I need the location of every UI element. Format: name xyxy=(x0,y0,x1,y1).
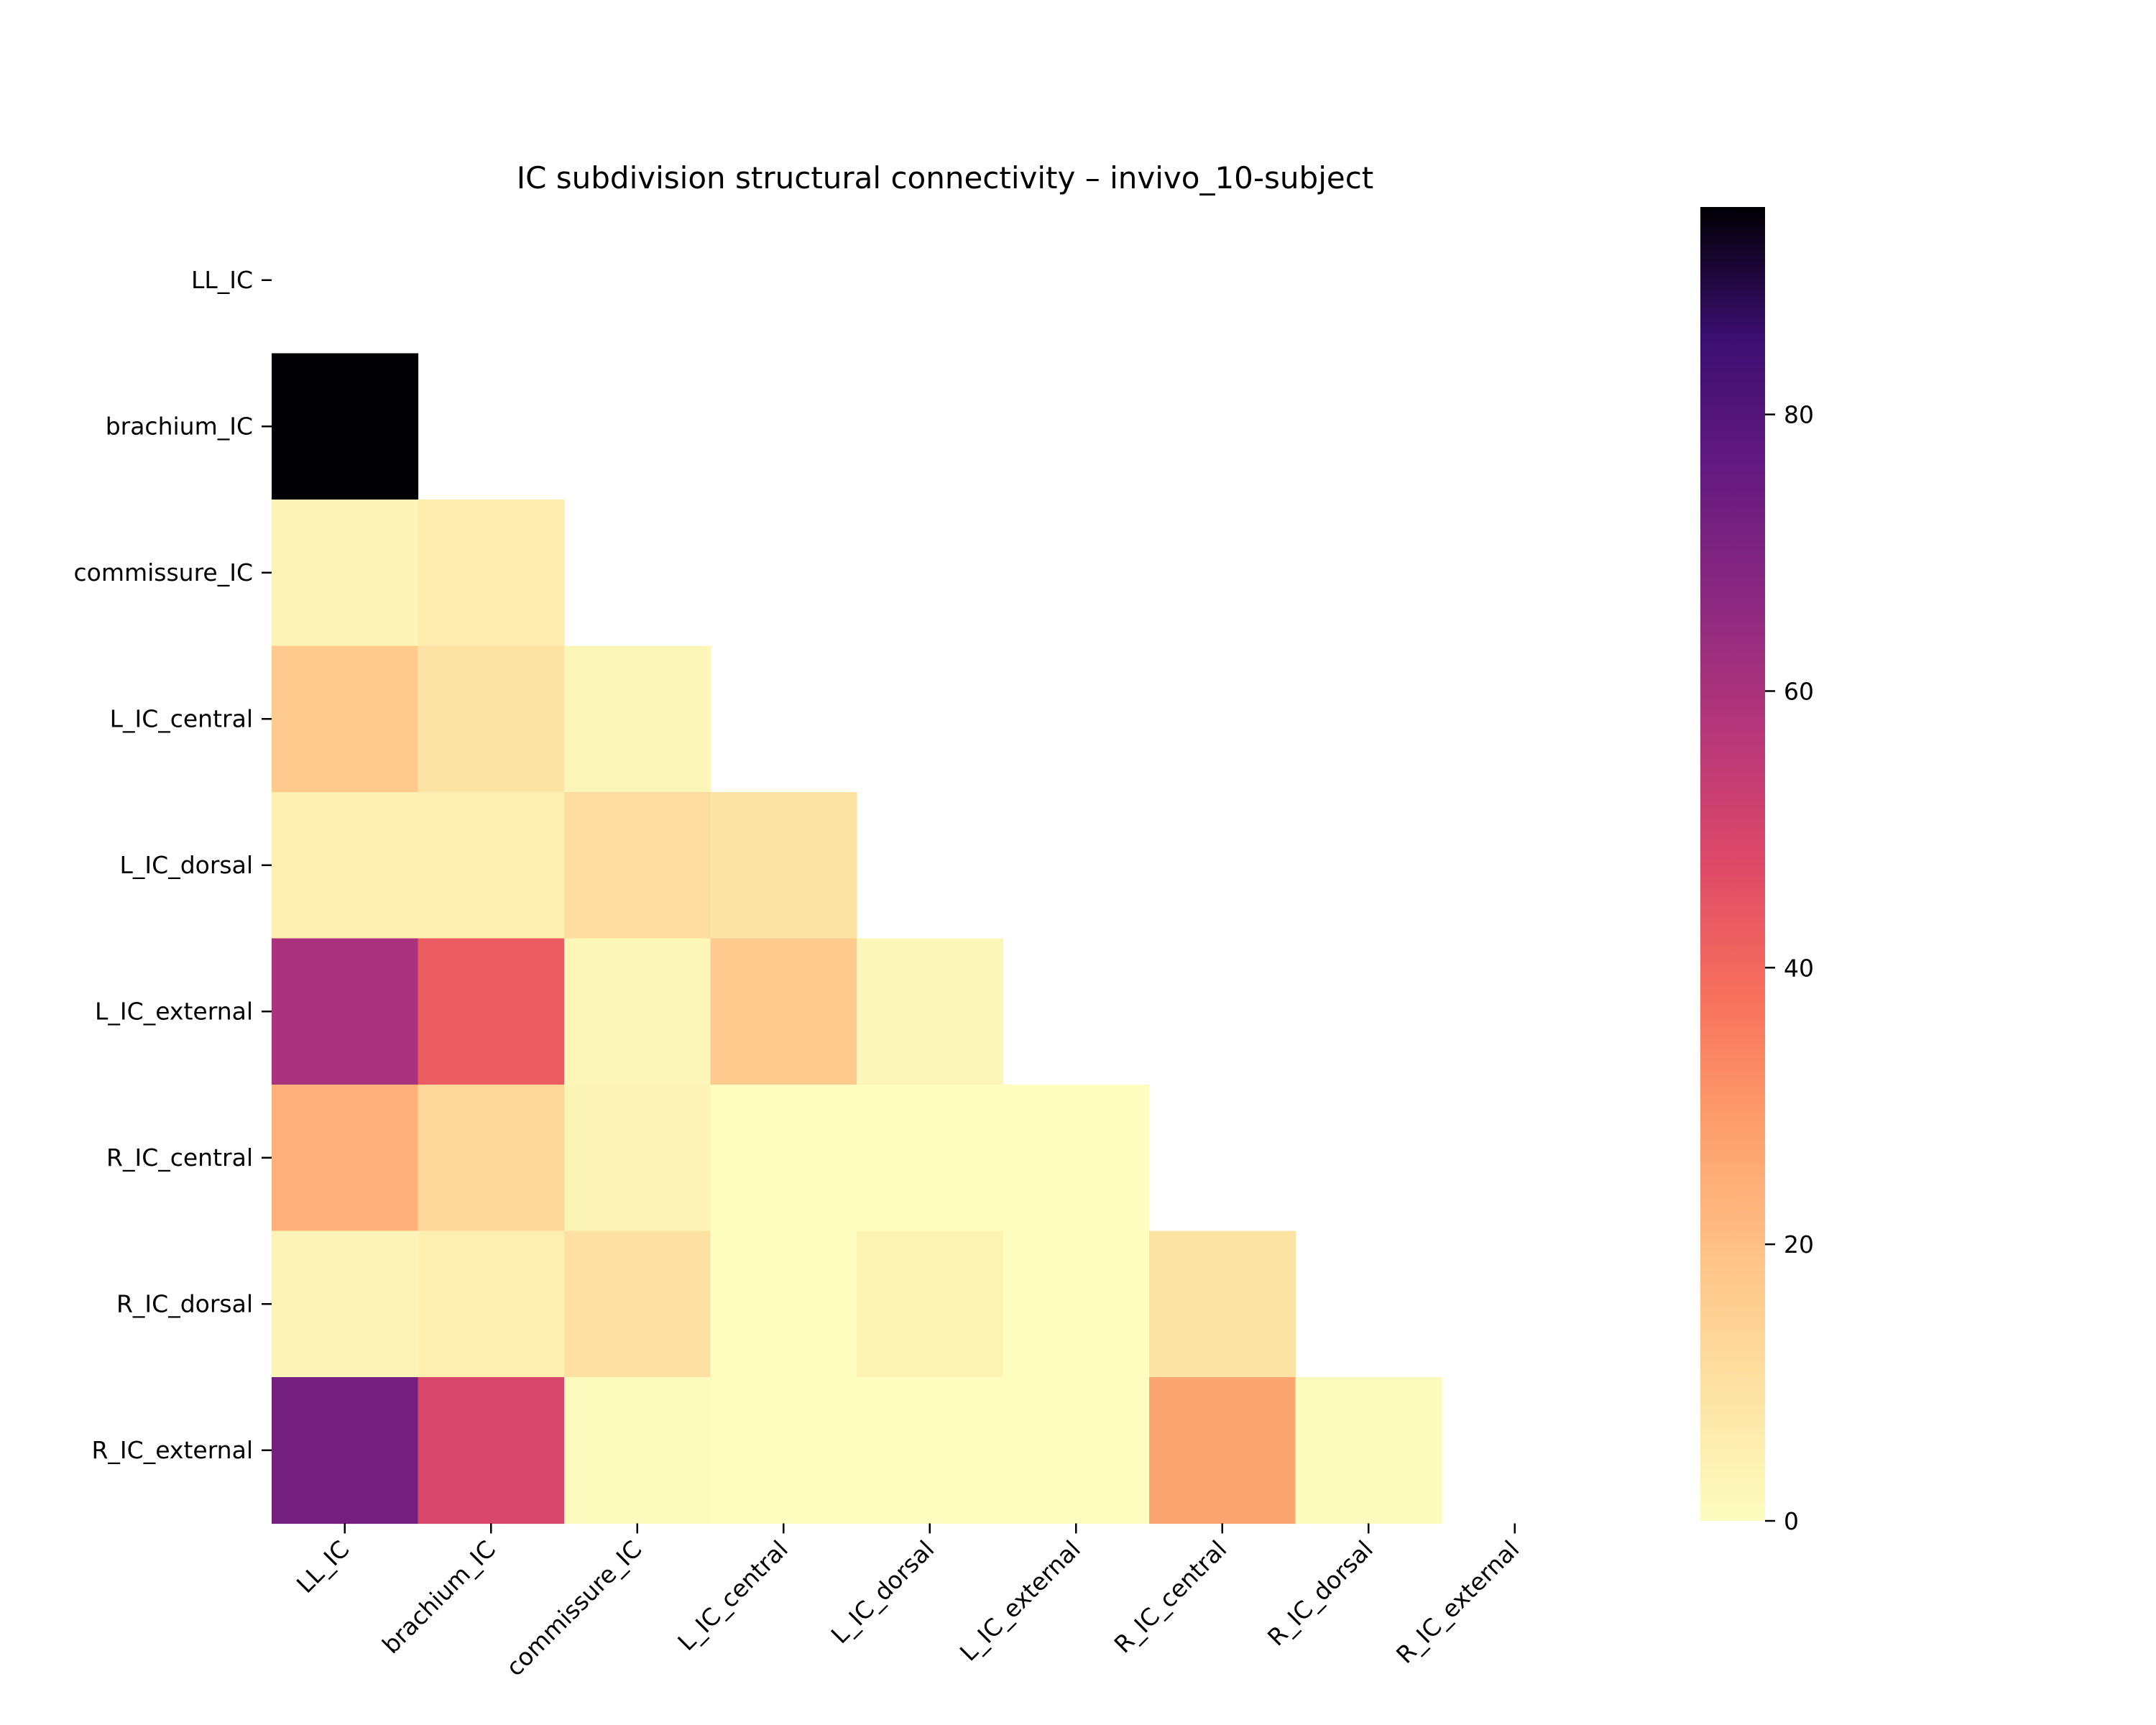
heatmap-cell-L_IC_central-commissure_IC xyxy=(564,645,711,793)
heatmap-cell-L_IC_dorsal-L_IC_central xyxy=(710,792,857,939)
colorbar-tick-label: 20 xyxy=(1784,1230,1814,1259)
heatmap-cell-R_IC_central-L_IC_central xyxy=(710,1085,857,1232)
heatmap-cell-L_IC_external-LL_IC xyxy=(272,938,419,1085)
heatmap-cell-L_IC_central-brachium_IC xyxy=(418,645,565,793)
heatmap-cell-L_IC_central-LL_IC xyxy=(272,645,419,793)
x-tick-label: R_IC_central xyxy=(1109,1535,1233,1659)
heatmap-cell-R_IC_external-commissure_IC xyxy=(564,1377,711,1524)
y-tick-label: R_IC_external xyxy=(92,1436,254,1464)
heatmap-cell-commissure_IC-brachium_IC xyxy=(418,500,565,647)
heatmap-cell-R_IC_central-L_IC_dorsal xyxy=(857,1085,1004,1232)
heatmap-cell-L_IC_external-L_IC_central xyxy=(710,938,857,1085)
y-tick-label: R_IC_dorsal xyxy=(116,1289,253,1317)
heatmap-cell-commissure_IC-LL_IC xyxy=(272,500,419,647)
x-tick-label: R_IC_dorsal xyxy=(1262,1535,1378,1652)
heatmap-cell-R_IC_external-LL_IC xyxy=(272,1377,419,1524)
heatmap-cell-R_IC_external-L_IC_external xyxy=(1003,1377,1150,1524)
colorbar-gradient xyxy=(1700,207,1765,1521)
y-axis: LL_IC brachium_IC commissure_IC L_IC_centra… xyxy=(73,266,272,1464)
y-tick-label: R_IC_central xyxy=(106,1144,253,1172)
chart-title: IC subdivision structural connectivity –… xyxy=(517,160,1374,196)
heatmap-cell-R_IC_external-brachium_IC xyxy=(418,1377,565,1524)
heatmap-cell-R_IC_central-LL_IC xyxy=(272,1085,419,1232)
x-tick-label: brachium_IC xyxy=(377,1535,501,1660)
heatmap-cell-L_IC_external-brachium_IC xyxy=(418,938,565,1085)
heatmap-cell-L_IC_dorsal-brachium_IC xyxy=(418,792,565,939)
heatmap-cell-brachium_IC-LL_IC xyxy=(272,353,419,500)
y-tick-label: L_IC_central xyxy=(110,704,253,732)
heatmap-cell-R_IC_external-L_IC_central xyxy=(710,1377,857,1524)
x-tick-label: LL_IC xyxy=(291,1535,354,1598)
heatmap-cell-R_IC_dorsal-L_IC_central xyxy=(710,1230,857,1378)
y-tick-label: commissure_IC xyxy=(73,558,253,586)
heatmap-cell-R_IC_dorsal-R_IC_central xyxy=(1149,1230,1296,1378)
x-tick-label: R_IC_external xyxy=(1391,1535,1524,1669)
heatmap-cell-R_IC_central-commissure_IC xyxy=(564,1085,711,1232)
heatmap-cell-R_IC_dorsal-LL_IC xyxy=(272,1230,419,1378)
heatmap-cell-R_IC_external-R_IC_central xyxy=(1149,1377,1296,1524)
heatmap-cell-L_IC_dorsal-LL_IC xyxy=(272,792,419,939)
heatmap-cell-R_IC_dorsal-brachium_IC xyxy=(418,1230,565,1378)
heatmap-cell-R_IC_dorsal-L_IC_dorsal xyxy=(857,1230,1004,1378)
heatmap-cells xyxy=(272,353,1442,1524)
x-axis: LL_IC brachium_IC commissure_IC L_IC_centra… xyxy=(291,1523,1524,1682)
x-tick-label: L_IC_external xyxy=(954,1535,1086,1667)
heatmap-cell-L_IC_external-L_IC_dorsal xyxy=(857,938,1004,1085)
colorbar-tick-label: 60 xyxy=(1784,677,1814,705)
colorbar-tick-label: 80 xyxy=(1784,401,1814,429)
heatmap-cell-L_IC_external-commissure_IC xyxy=(564,938,711,1085)
y-tick-label: L_IC_dorsal xyxy=(120,851,253,879)
heatmap-cell-R_IC_central-L_IC_external xyxy=(1003,1085,1150,1232)
x-tick-label: L_IC_dorsal xyxy=(826,1535,940,1650)
x-tick-label: commissure_IC xyxy=(500,1535,647,1682)
heatmap-cell-R_IC_external-R_IC_dorsal xyxy=(1295,1377,1442,1524)
y-tick-label: L_IC_external xyxy=(95,997,253,1025)
heatmap-cell-R_IC_dorsal-commissure_IC xyxy=(564,1230,711,1378)
y-tick-label: LL_IC xyxy=(191,266,253,294)
colorbar-tick-label: 0 xyxy=(1784,1507,1799,1535)
colorbar: 0 20 40 60 80 xyxy=(1700,207,1814,1535)
heatmap-cell-R_IC_external-L_IC_dorsal xyxy=(857,1377,1004,1524)
x-tick-label: L_IC_central xyxy=(672,1535,793,1657)
heatmap-cell-R_IC_central-brachium_IC xyxy=(418,1085,565,1232)
heatmap-cell-R_IC_dorsal-L_IC_external xyxy=(1003,1230,1150,1378)
y-tick-label: brachium_IC xyxy=(106,412,253,440)
colorbar-tick-label: 40 xyxy=(1784,954,1814,982)
heatmap-cell-L_IC_dorsal-commissure_IC xyxy=(564,792,711,939)
